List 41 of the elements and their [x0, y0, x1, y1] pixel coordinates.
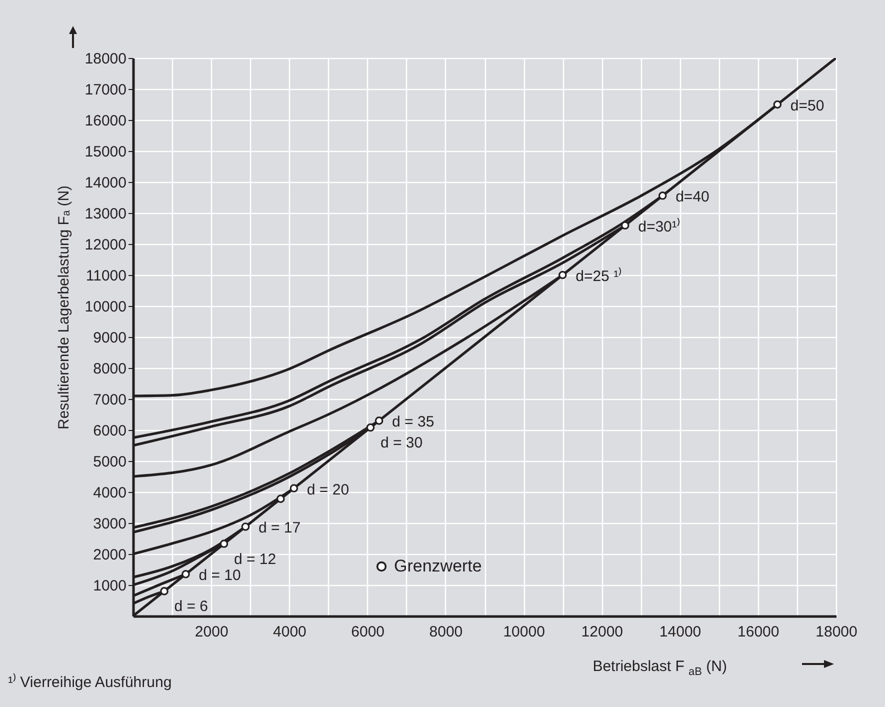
y-axis-title: Resultierende Lagerbelastung Fₐ (N) — [56, 185, 72, 430]
x-tick-label: 10000 — [503, 624, 545, 640]
annotation: d = 6 — [174, 598, 208, 616]
y-tick-label: 18000 — [84, 50, 126, 68]
y-tick-label: 12000 — [84, 236, 126, 254]
x-tick-label: 12000 — [581, 624, 624, 640]
text: ¹⁾ Vierreihige Ausführung — [8, 673, 172, 691]
x-tick-label: 18000 — [816, 624, 858, 640]
y-tick-label: 14000 — [84, 174, 126, 192]
annotation: d = 17 — [258, 520, 301, 537]
annotation: d=50 — [790, 98, 824, 114]
y-tick-label: 6000 — [93, 422, 126, 440]
y-tick-label: 9000 — [93, 330, 126, 346]
annotation: d = 12 — [234, 550, 276, 568]
legend-label: Grenzwerte — [394, 556, 482, 576]
y-tick-label: 15000 — [84, 144, 126, 160]
y-tick-label: 7000 — [93, 392, 126, 408]
y-tick-label: 2000 — [93, 546, 126, 564]
annotation: d = 20 — [306, 481, 350, 498]
y-tick-label: 3000 — [93, 516, 126, 532]
x-tick-label: 4000 — [273, 624, 306, 640]
y-tick-label: 10000 — [84, 298, 126, 316]
annotation: d=30¹⁾ — [638, 217, 680, 236]
annotation: d = 35 — [392, 414, 434, 431]
y-tick-label: 8000 — [93, 360, 126, 378]
y-tick-label: 13000 — [84, 206, 126, 222]
annotation: d=25 ¹⁾ — [576, 267, 622, 285]
x-tick-label: 8000 — [429, 624, 463, 640]
x-tick-label: 2000 — [194, 624, 228, 640]
y-tick-label: 11000 — [86, 268, 126, 284]
y-tick-label: 4000 — [93, 484, 126, 502]
y-tick-label: 17000 — [84, 82, 126, 98]
x-tick-label: 16000 — [738, 624, 780, 640]
x-tick-label: 14000 — [659, 624, 702, 640]
annotation: d=40 — [676, 188, 710, 206]
y-tick-label: 5000 — [93, 454, 126, 470]
x-tick-label: 6000 — [351, 624, 385, 640]
y-tick-label: 16000 — [84, 112, 126, 130]
annotation: d = 10 — [198, 567, 241, 584]
y-tick-label: 1000 — [93, 578, 126, 594]
annotation: d = 30 — [380, 434, 423, 452]
